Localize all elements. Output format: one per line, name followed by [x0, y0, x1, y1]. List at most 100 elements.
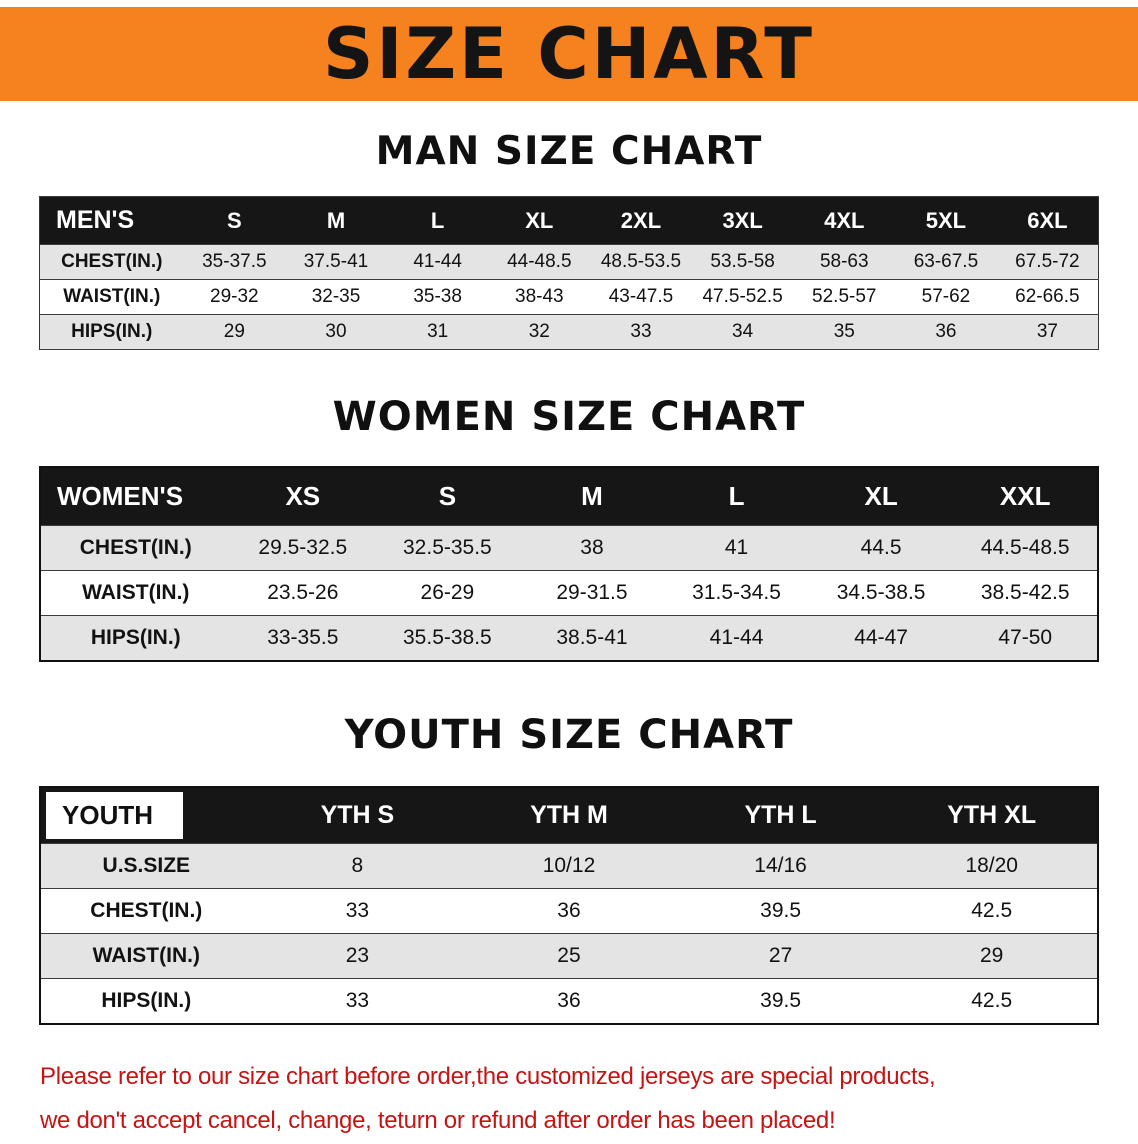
table-cell: 62-66.5	[996, 279, 1099, 315]
table-cell: 35-38	[386, 279, 489, 315]
column-header: M	[285, 196, 387, 245]
column-header: YTH S	[251, 786, 464, 844]
table-cell: 44.5-48.5	[953, 525, 1098, 571]
table-cell: 58-63	[793, 244, 896, 280]
column-header: L	[664, 466, 809, 526]
table-cell: 33	[251, 888, 464, 934]
row-label: CHEST(IN.)	[40, 525, 231, 571]
table-cell: 8	[251, 843, 464, 889]
column-header: YTH M	[463, 786, 675, 844]
men-corner-label: MEN'S	[39, 196, 184, 245]
youth-header-row: YOUTH YTH S YTH M YTH L YTH XL	[40, 786, 1098, 844]
table-cell: 37	[996, 314, 1099, 350]
table-cell: 37.5-41	[285, 244, 387, 280]
table-cell: 38-43	[488, 279, 591, 315]
women-size-table: WOMEN'S XS S M L XL XXL CHEST(IN.) 29.5-…	[39, 466, 1099, 662]
table-cell: 47.5-52.5	[691, 279, 794, 315]
table-cell: 31.5-34.5	[664, 570, 809, 616]
table-cell: 47-50	[953, 615, 1098, 662]
table-cell: 41-44	[664, 615, 809, 662]
column-header: XXL	[953, 466, 1098, 526]
table-cell: 44.5	[808, 525, 954, 571]
men-heading: MAN SIZE CHART	[375, 129, 763, 174]
row-label: WAIST(IN.)	[40, 933, 252, 979]
table-cell: 25	[463, 933, 675, 979]
banner: SIZE CHART	[0, 7, 1138, 101]
youth-chest-row: CHEST(IN.) 33 36 39.5 42.5	[40, 888, 1098, 934]
table-cell: 63-67.5	[895, 244, 997, 280]
men-header-row: MEN'S S M L XL 2XL 3XL 4XL 5XL 6XL	[39, 196, 1099, 245]
table-cell: 32	[488, 314, 591, 350]
table-cell: 48.5-53.5	[590, 244, 692, 280]
table-cell: 44-47	[808, 615, 954, 662]
table-cell: 36	[463, 888, 675, 934]
table-cell: 18/20	[886, 843, 1098, 889]
table-cell: 38.5-42.5	[953, 570, 1098, 616]
row-label: HIPS(IN.)	[40, 978, 252, 1025]
table-cell: 41-44	[386, 244, 489, 280]
women-chest-row: CHEST(IN.) 29.5-32.5 32.5-35.5 38 41 44.…	[40, 525, 1098, 571]
women-hips-row: HIPS(IN.) 33-35.5 35.5-38.5 38.5-41 41-4…	[40, 615, 1098, 662]
row-label: HIPS(IN.)	[39, 314, 184, 350]
table-cell: 35-37.5	[183, 244, 286, 280]
size-chart-page: SIZE CHART MAN SIZE CHART MEN'S S M L XL…	[0, 7, 1138, 1144]
column-header: L	[386, 196, 489, 245]
table-cell: 38	[519, 525, 665, 571]
men-size-table: MEN'S S M L XL 2XL 3XL 4XL 5XL 6XL CHEST…	[39, 196, 1099, 350]
table-cell: 29	[886, 933, 1098, 979]
column-header: S	[375, 466, 520, 526]
page-title: SIZE CHART	[322, 13, 816, 95]
table-cell: 32.5-35.5	[375, 525, 520, 571]
table-cell: 42.5	[886, 888, 1098, 934]
table-cell: 42.5	[886, 978, 1098, 1025]
table-cell: 29	[183, 314, 286, 350]
column-header: XL	[808, 466, 954, 526]
men-section: MAN SIZE CHART MEN'S S M L XL 2XL 3XL 4X…	[0, 129, 1138, 350]
women-corner-label: WOMEN'S	[40, 466, 231, 526]
table-cell: 41	[664, 525, 809, 571]
table-cell: 27	[674, 933, 887, 979]
column-header: XL	[488, 196, 591, 245]
table-cell: 32-35	[285, 279, 387, 315]
table-cell: 14/16	[674, 843, 887, 889]
table-cell: 43-47.5	[590, 279, 692, 315]
table-cell: 52.5-57	[793, 279, 896, 315]
men-waist-row: WAIST(IN.) 29-32 32-35 35-38 38-43 43-47…	[39, 279, 1099, 315]
women-heading: WOMEN SIZE CHART	[332, 394, 806, 440]
table-cell: 34.5-38.5	[808, 570, 954, 616]
row-label: WAIST(IN.)	[39, 279, 184, 315]
youth-corner-label: YOUTH	[40, 786, 252, 844]
column-header: YTH L	[674, 786, 887, 844]
table-cell: 67.5-72	[996, 244, 1099, 280]
men-chest-row: CHEST(IN.) 35-37.5 37.5-41 41-44 44-48.5…	[39, 244, 1099, 280]
youth-heading: YOUTH SIZE CHART	[344, 712, 794, 758]
column-header: 5XL	[895, 196, 997, 245]
table-cell: 29-32	[183, 279, 286, 315]
table-cell: 53.5-58	[691, 244, 794, 280]
men-hips-row: HIPS(IN.) 29 30 31 32 33 34 35 36 37	[39, 314, 1099, 350]
column-header: S	[183, 196, 286, 245]
table-cell: 23.5-26	[230, 570, 376, 616]
women-section: WOMEN SIZE CHART WOMEN'S XS S M L XL XXL	[0, 394, 1138, 662]
table-cell: 29.5-32.5	[230, 525, 376, 571]
column-header: 4XL	[793, 196, 896, 245]
disclaimer: Please refer to our size chart before or…	[40, 1055, 1138, 1144]
row-label: WAIST(IN.)	[40, 570, 231, 616]
table-cell: 36	[895, 314, 997, 350]
table-cell: 34	[691, 314, 794, 350]
youth-corner-box: YOUTH	[46, 792, 183, 839]
column-header: 2XL	[590, 196, 692, 245]
table-cell: 10/12	[463, 843, 675, 889]
column-header: XS	[230, 466, 376, 526]
youth-hips-row: HIPS(IN.) 33 36 39.5 42.5	[40, 978, 1098, 1025]
column-header: YTH XL	[886, 786, 1098, 844]
women-waist-row: WAIST(IN.) 23.5-26 26-29 29-31.5 31.5-34…	[40, 570, 1098, 616]
table-cell: 36	[463, 978, 675, 1025]
youth-ussize-row: U.S.SIZE 8 10/12 14/16 18/20	[40, 843, 1098, 889]
table-cell: 35	[793, 314, 896, 350]
table-cell: 33	[251, 978, 464, 1025]
women-header-row: WOMEN'S XS S M L XL XXL	[40, 466, 1098, 526]
table-cell: 57-62	[895, 279, 997, 315]
table-cell: 39.5	[674, 888, 887, 934]
table-cell: 31	[386, 314, 489, 350]
